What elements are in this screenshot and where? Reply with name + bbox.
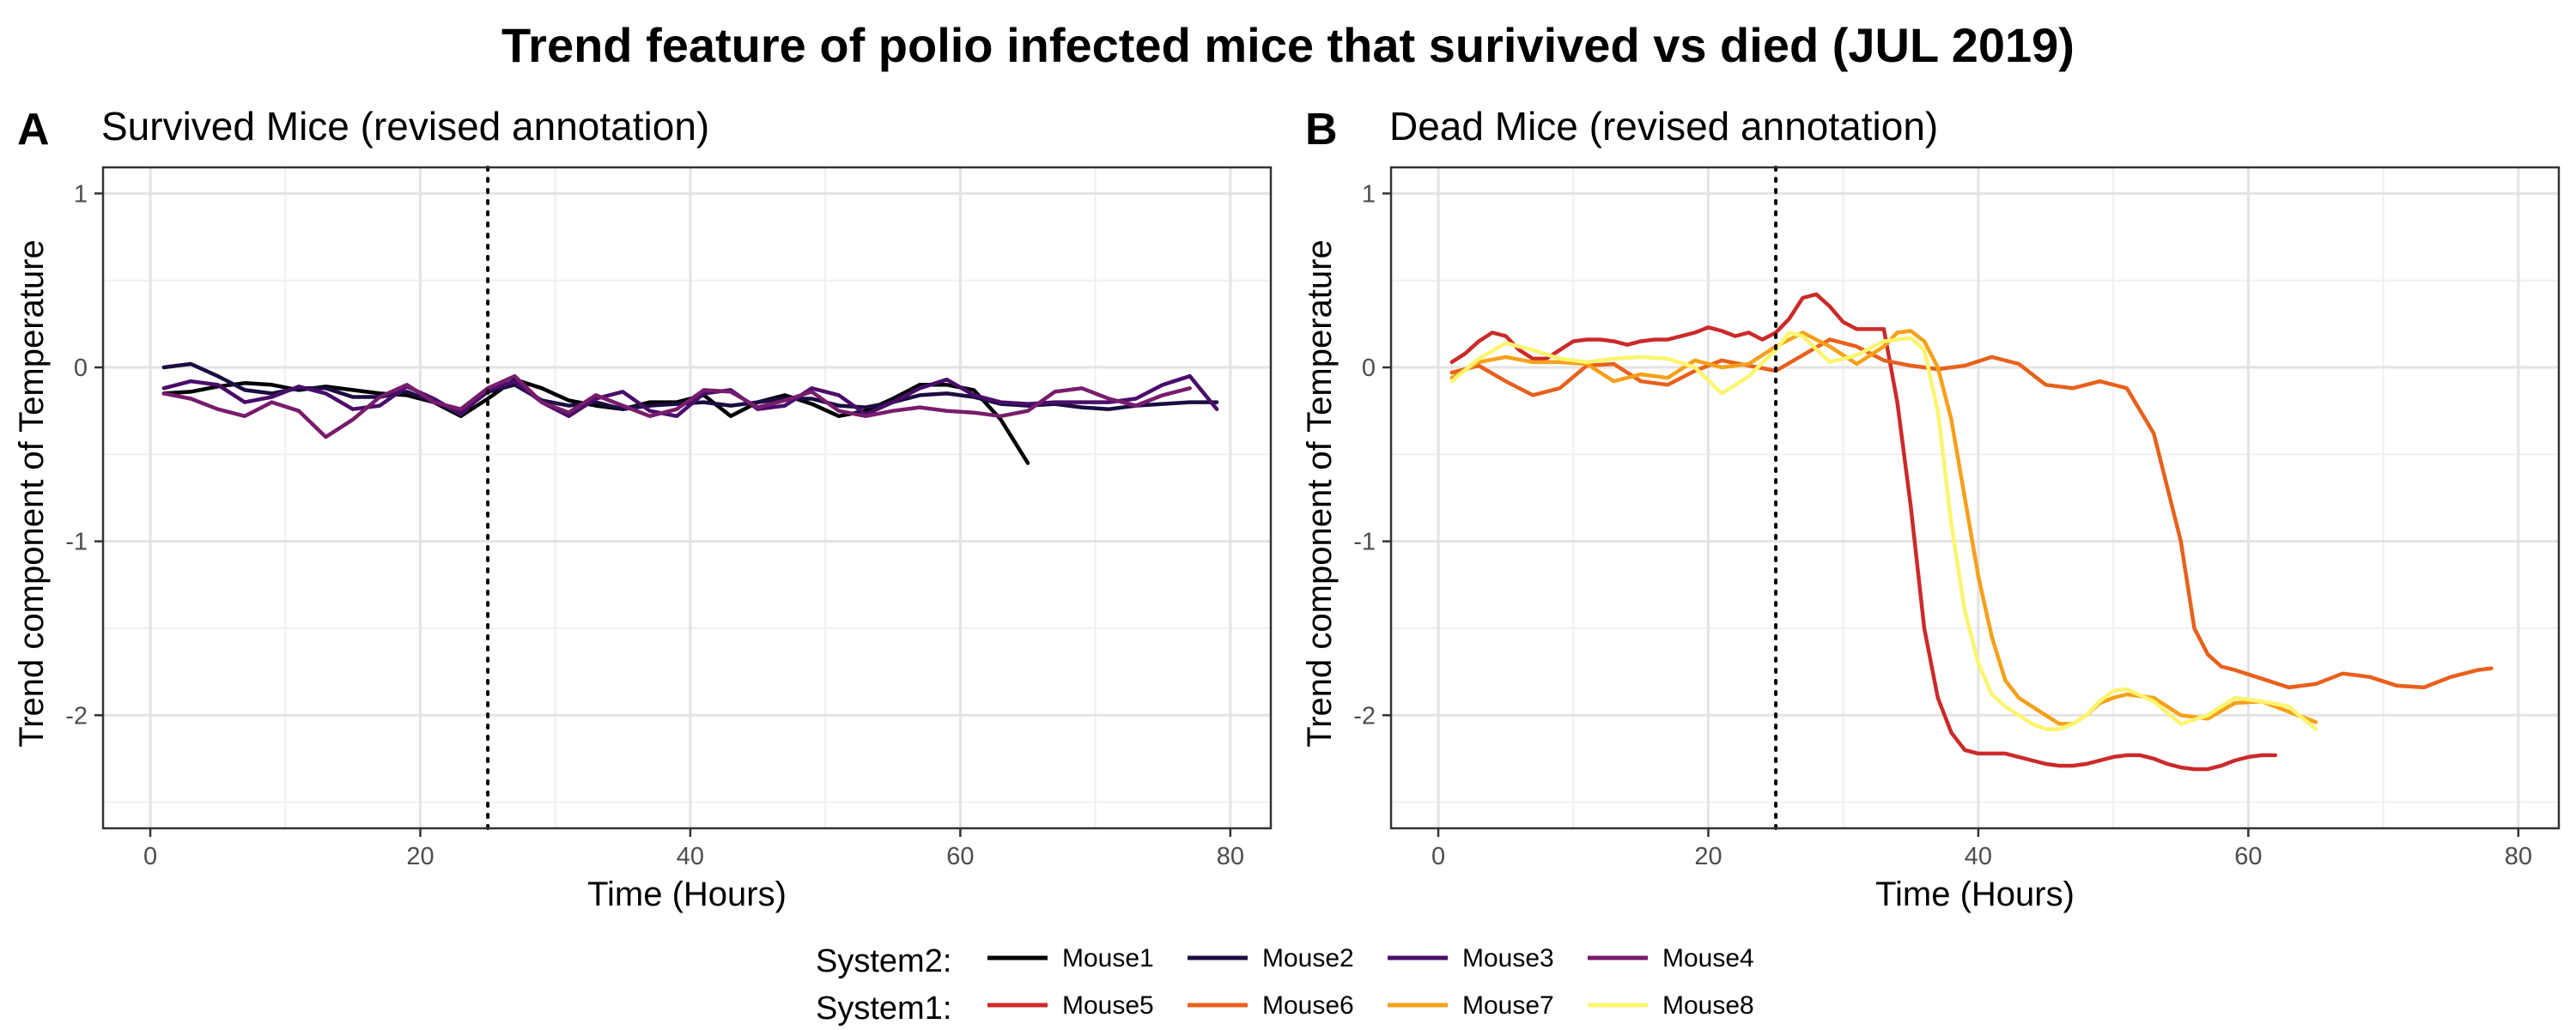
panel-a-x-tick-label: 60 (946, 843, 974, 870)
panel-a-x-tick-label: 20 (406, 843, 434, 870)
legend: System2: System1: Mouse1 Mouse2 Mouse3 M… (816, 943, 1754, 1027)
panel-b-series-mouse8 (1449, 330, 2318, 731)
panel-b-x-tick-label: 40 (1965, 843, 1992, 870)
panel-b-x-tick-label: 60 (2234, 843, 2262, 870)
panel-a-y-tick-label: -1 (65, 529, 88, 556)
panel-b-series-mouse7 (1449, 329, 2318, 726)
legend-label-mouse4: Mouse4 (1662, 944, 1754, 972)
legend-label-mouse5: Mouse5 (1062, 991, 1154, 1020)
panel-b-y-tick-label: -2 (1353, 702, 1376, 730)
panel-b-series-mouse6 (1449, 337, 2494, 690)
legend-label-mouse1: Mouse1 (1062, 944, 1154, 972)
legend-title-system1: System1: (816, 991, 951, 1027)
panel-b-title: Dead Mice (revised annotation) (1389, 104, 1938, 148)
panel-b: B Dead Mice (revised annotation) Time (H… (1301, 104, 2561, 913)
legend-title-system2: System2: (816, 943, 951, 979)
panel-b-series-mouse5 (1449, 292, 2278, 772)
panel-b-x-tick-label: 80 (2505, 843, 2532, 870)
panel-b-y-tick-label: 1 (1362, 180, 1376, 208)
panel-b-y-axis-title: Trend component of Temperature (1301, 239, 1339, 747)
panel-a-title: Survived Mice (revised annotation) (101, 104, 709, 148)
panel-a-series-mouse4 (161, 373, 1192, 439)
legend-label-mouse3: Mouse3 (1462, 944, 1554, 972)
panel-a-y-tick-label: 0 (74, 354, 88, 382)
panel-a-x-tick-label: 40 (677, 843, 704, 870)
panel-b-tag: B (1305, 105, 1338, 154)
panel-b-x-tick-label: 20 (1694, 843, 1722, 870)
panel-a-y-tick-label: -2 (65, 702, 88, 730)
panel-a-x-tick-label: 80 (1217, 843, 1244, 870)
legend-label-mouse7: Mouse7 (1462, 991, 1554, 1020)
legend-label-mouse8: Mouse8 (1662, 991, 1754, 1020)
panel-b-plot-area (1389, 166, 2561, 830)
legend-label-mouse2: Mouse2 (1262, 944, 1354, 972)
chart-title: Trend feature of polio infected mice tha… (501, 18, 2075, 72)
panel-a-y-tick-label: 1 (74, 180, 88, 208)
panel-b-panel-border (1389, 166, 2561, 830)
legend-label-mouse6: Mouse6 (1262, 991, 1354, 1020)
panel-b-y-tick-label: 0 (1362, 354, 1376, 382)
panel-b-x-tick-label: 0 (1431, 843, 1445, 870)
panel-a-x-tick-label: 0 (143, 843, 157, 870)
panel-a-tag: A (17, 105, 50, 154)
panel-a-panel-border (101, 166, 1273, 830)
panel-a: A Survived Mice (revised annotation) Tim… (13, 104, 1273, 913)
panel-a-plot-area (101, 166, 1273, 830)
panel-a-y-axis-title: Trend component of Temperature (13, 239, 51, 747)
panel-a-x-axis-title: Time (Hours) (587, 876, 787, 913)
panel-b-y-tick-label: -1 (1353, 529, 1376, 556)
panel-a-series-mouse1 (161, 377, 1030, 465)
panel-b-x-axis-title: Time (Hours) (1875, 876, 2075, 913)
